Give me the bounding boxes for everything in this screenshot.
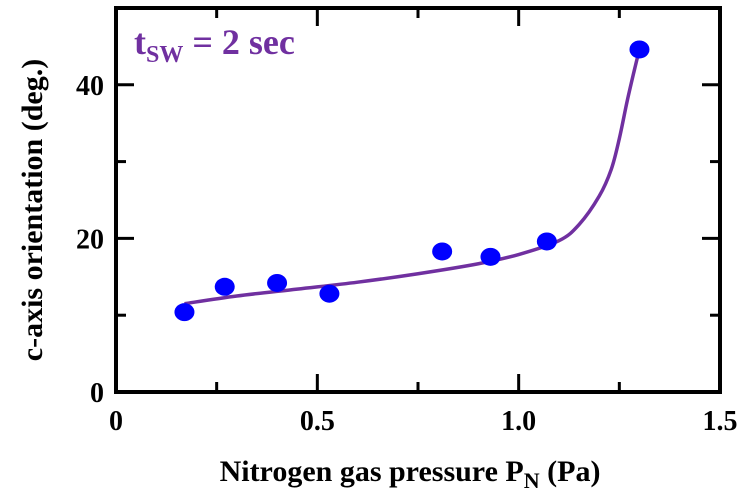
y-tick-label: 40 (76, 71, 104, 102)
annotation-rest: = 2 sec (183, 22, 295, 62)
x-tick-label: 1.0 (501, 406, 536, 437)
data-point (629, 40, 650, 59)
data-point (267, 273, 288, 292)
plot-frame (114, 6, 722, 394)
annotation-subscript: SW (146, 42, 183, 68)
data-point (480, 247, 501, 266)
x-tick-label: 0.5 (300, 406, 335, 437)
x-tick-label: 1.5 (703, 406, 738, 437)
data-point (214, 277, 235, 296)
y-axis-title: c-axis orientation (deg.) (16, 59, 49, 361)
annotation-label: tSW = 2 sec (134, 22, 295, 68)
fit-curve-line (184, 49, 642, 306)
data-point (432, 242, 453, 261)
plot-area: 0 0.5 1.0 1.5 0 20 40 (76, 6, 738, 437)
data-point (536, 232, 557, 251)
x-tick-label: 0 (109, 406, 123, 437)
annotation-t: t (134, 22, 146, 62)
data-point (174, 303, 195, 322)
x-axis-title: Nitrogen gas pressure PN (Pa) (220, 455, 601, 493)
data-point (319, 284, 340, 303)
x-axis-title-unit: (Pa) (540, 455, 601, 488)
y-tick-label: 0 (90, 378, 104, 409)
y-tick-label: 20 (76, 224, 104, 255)
x-axis-title-main: Nitrogen gas pressure P (220, 455, 524, 488)
x-axis-title-subscript: N (524, 468, 540, 493)
